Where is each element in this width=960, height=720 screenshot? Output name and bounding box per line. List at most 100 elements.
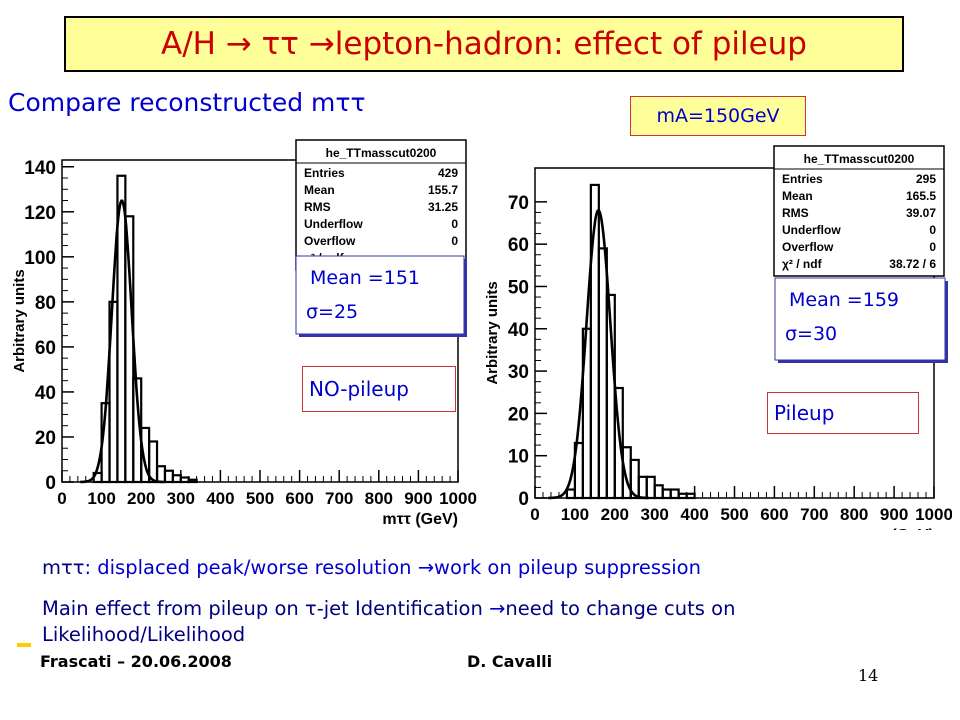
stats-row-value: 295 bbox=[916, 172, 936, 186]
y-tick-label: 80 bbox=[35, 293, 56, 314]
fit-result-box: Mean =159 σ=30 bbox=[774, 277, 948, 363]
fit-mean: Mean =151 bbox=[310, 267, 420, 289]
x-tick-label: 100 bbox=[561, 505, 589, 524]
x-tick-label: 400 bbox=[680, 505, 708, 524]
histogram-no-pileup: 0 20 40 60 80 100 120 140 0 100 200 300 400 500 600 700… bbox=[11, 139, 477, 528]
stats-row-label: RMS bbox=[304, 200, 331, 214]
fit-curve bbox=[80, 199, 164, 484]
histogram-bar bbox=[187, 478, 198, 484]
bullet-2: Main effect from pileup on τ-jet Identif… bbox=[42, 596, 735, 621]
condition-label-pileup: Pileup bbox=[767, 392, 919, 434]
x-tick-label: 300 bbox=[167, 489, 195, 508]
y-tick-label: 10 bbox=[508, 447, 529, 468]
x-tick-label: 800 bbox=[365, 489, 393, 508]
stats-row-label: Mean bbox=[304, 183, 335, 197]
x-tick-label: 600 bbox=[760, 505, 788, 524]
title-box: A/H → ττ →lepton-hadron: effect of pileu… bbox=[64, 16, 904, 72]
arrow-icon: → bbox=[489, 597, 506, 620]
bullet-1: mττ: displaced peak/worse resolution →wo… bbox=[42, 555, 701, 580]
y-tick-label: 20 bbox=[508, 404, 529, 425]
stats-row-value: 39.07 bbox=[906, 206, 936, 220]
x-tick-label: 700 bbox=[800, 505, 828, 524]
x-tick-label: 400 bbox=[206, 489, 234, 508]
stats-row-label: RMS bbox=[782, 206, 809, 220]
histogram-panel-pileup: 0 10 20 30 40 50 60 70 0 100 200 300 400 500 600 700 800… bbox=[482, 130, 952, 530]
footer-author: D. Cavalli bbox=[467, 652, 553, 671]
stats-box-frame bbox=[773, 145, 945, 277]
fit-box-frame bbox=[774, 277, 946, 361]
y-axis-label: Arbitrary units bbox=[11, 269, 28, 372]
x-axis-label: mττ (GeV) bbox=[382, 511, 458, 528]
footer-date: Frascati – 20.06.2008 bbox=[40, 652, 232, 671]
stats-row-label: χ² / ndf bbox=[782, 257, 823, 271]
stats-row-value: 0 bbox=[451, 217, 458, 231]
x-tick-label: 1000 bbox=[915, 505, 952, 524]
histogram-bar bbox=[685, 492, 696, 500]
stats-row-value: 31.25 bbox=[428, 200, 458, 214]
bullet-1-text: : displaced peak/worse resolution bbox=[84, 556, 418, 579]
stats-row-label: Overflow bbox=[304, 234, 356, 248]
stats-row-value: 38.72 / 6 bbox=[889, 257, 936, 271]
y-tick-label: 120 bbox=[24, 203, 56, 224]
page-number: 14 bbox=[858, 666, 879, 685]
slide-subtitle: Compare reconstructed mττ bbox=[8, 88, 366, 117]
fit-box-frame bbox=[295, 255, 465, 335]
stats-name: he_TTmasscut0200 bbox=[326, 146, 437, 160]
stats-row-label: Entries bbox=[782, 172, 823, 186]
arrow-icon: → bbox=[417, 556, 435, 579]
stats-row-value: 429 bbox=[438, 166, 458, 180]
histogram-bar bbox=[148, 440, 159, 484]
y-tick-label: 50 bbox=[508, 277, 529, 298]
decorative-dash bbox=[17, 643, 31, 647]
stats-row-label: Underflow bbox=[782, 223, 841, 237]
x-tick-label: 1000 bbox=[439, 489, 477, 508]
y-tick-label: 100 bbox=[24, 248, 56, 269]
stats-row-label: Overflow bbox=[782, 240, 834, 254]
y-tick-label: 70 bbox=[508, 193, 529, 214]
y-tick-label: 60 bbox=[35, 338, 56, 359]
bullet-1-lead: mττ bbox=[42, 556, 85, 579]
y-axis-label: Arbitrary units bbox=[484, 281, 501, 384]
fit-curve bbox=[548, 208, 649, 500]
stats-row-label: Mean bbox=[782, 189, 813, 203]
y-tick-label: 40 bbox=[35, 383, 56, 404]
y-tick-label: 40 bbox=[508, 320, 529, 341]
stats-row-label: Underflow bbox=[304, 217, 363, 231]
condition-label-no-pileup: NO-pileup bbox=[302, 366, 456, 412]
bullet-2-text: Main effect from pileup on τ-jet Identif… bbox=[42, 597, 490, 620]
x-axis-label: mττ (GeV) bbox=[858, 527, 934, 530]
x-tick-label: 200 bbox=[127, 489, 155, 508]
y-tick-label: 140 bbox=[24, 158, 56, 179]
y-tick-label: 0 bbox=[518, 489, 529, 510]
y-tick-label: 0 bbox=[45, 473, 56, 494]
stats-row-value: 0 bbox=[929, 240, 936, 254]
x-tick-label: 700 bbox=[325, 489, 353, 508]
bullet-3: Likelihood/Likelihood bbox=[42, 622, 245, 647]
stats-row-value: 0 bbox=[451, 234, 458, 248]
stats-row-value: 0 bbox=[929, 223, 936, 237]
stats-row-label: Entries bbox=[304, 166, 345, 180]
y-tick-label: 60 bbox=[508, 235, 529, 256]
bullet-1-tail: work on pileup suppression bbox=[434, 556, 701, 579]
x-tick-label: 0 bbox=[530, 505, 539, 524]
fit-result-box: Mean =151 σ=25 bbox=[295, 255, 467, 337]
mass-label: mA=150GeV bbox=[630, 96, 806, 136]
stats-row-value: 155.7 bbox=[428, 183, 458, 197]
fit-sigma: σ=30 bbox=[785, 323, 837, 345]
x-tick-label: 900 bbox=[880, 505, 908, 524]
histogram-panel-no-pileup: 0 20 40 60 80 100 120 140 0 100 200 300 400 500 600 700… bbox=[8, 130, 478, 530]
x-tick-label: 100 bbox=[87, 489, 115, 508]
x-tick-label: 600 bbox=[285, 489, 313, 508]
stats-row-value: 165.5 bbox=[906, 189, 936, 203]
histogram-bar bbox=[613, 386, 624, 500]
x-tick-label: 500 bbox=[720, 505, 748, 524]
x-tick-label: 900 bbox=[404, 489, 432, 508]
stats-box-frame bbox=[295, 139, 467, 271]
fit-mean: Mean =159 bbox=[789, 289, 899, 311]
x-tick-label: 500 bbox=[246, 489, 274, 508]
stats-name: he_TTmasscut0200 bbox=[804, 152, 915, 166]
y-tick-label: 30 bbox=[508, 362, 529, 383]
fit-sigma: σ=25 bbox=[306, 301, 358, 323]
x-tick-label: 200 bbox=[601, 505, 629, 524]
